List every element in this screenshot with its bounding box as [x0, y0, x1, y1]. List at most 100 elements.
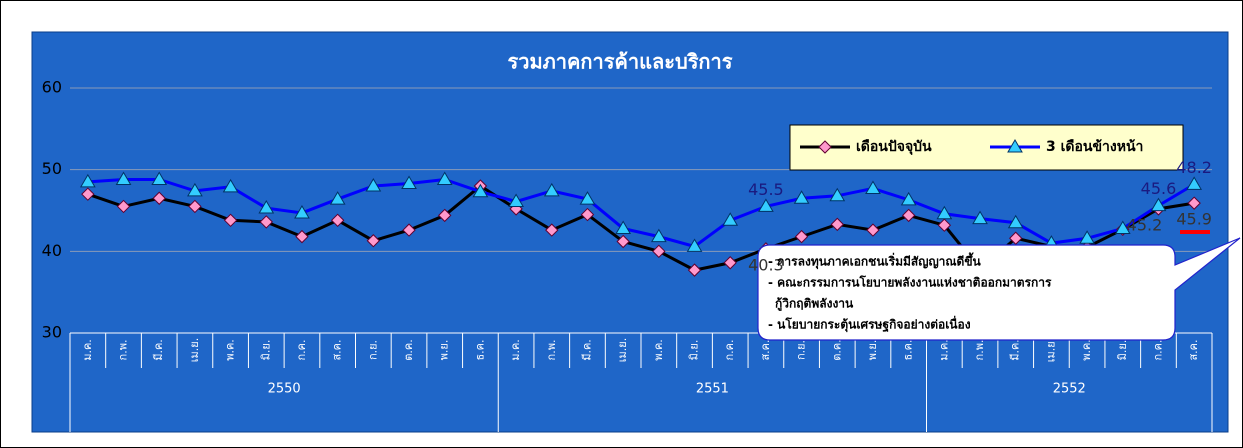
x-tick-label: มิ.ย.	[259, 340, 272, 361]
point	[188, 199, 202, 214]
x-tick-label: ม.ค.	[509, 339, 522, 361]
point	[438, 208, 452, 223]
group-label: 2550	[268, 382, 301, 397]
x-tick-label: ก.ค.	[295, 339, 308, 360]
x-tick-label: ส.ค.	[331, 339, 344, 360]
point	[472, 183, 489, 198]
point	[722, 212, 739, 226]
x-tick-label: ก.พ.	[545, 340, 558, 361]
x-tick-label: ก.ค.	[1151, 339, 1164, 360]
point	[650, 228, 667, 243]
x-tick-label: เม.ย.	[616, 338, 629, 362]
point	[329, 191, 346, 205]
point	[794, 229, 809, 244]
point	[829, 187, 846, 202]
x-tick-label: ส.ค.	[759, 339, 772, 360]
point	[223, 213, 238, 228]
point	[579, 191, 596, 205]
chart-title: รวมภาคการค้าและบริการ	[507, 50, 732, 74]
x-tick-label: ธ.ค.	[902, 339, 915, 360]
x-tick-label: พ.ย.	[866, 340, 879, 361]
x-tick-label: มิ.ย.	[1116, 340, 1129, 361]
point	[1079, 230, 1095, 244]
point	[937, 218, 952, 232]
x-tick-label: พ.ย.	[438, 340, 451, 361]
point	[901, 208, 916, 223]
overlay: 40.3 45.2 45.9 45.5 45.6 48.2 เดือนปัจจุบัน 3 เ…	[748, 139, 1212, 333]
panel	[31, 31, 1229, 433]
point	[115, 171, 132, 185]
point	[1150, 197, 1167, 212]
y-tick-label: 30	[42, 323, 62, 342]
x-tick-label: มิ.ย.	[688, 340, 701, 361]
point	[723, 256, 737, 270]
point	[543, 182, 560, 197]
x-tick-label: พ.ค.	[652, 339, 665, 361]
x-tick-label: ธ.ค.	[473, 339, 486, 360]
point	[259, 215, 273, 229]
point	[294, 204, 310, 219]
point	[116, 199, 131, 214]
point	[151, 171, 168, 185]
x-tick-label: มี.ค.	[580, 339, 593, 361]
group-label: 2552	[1053, 382, 1086, 397]
plot-area: 30 40 50 60 ม.ค. ก.พ. มี.ค. เม.ย. พ.ค. มิ.ย. ก.ค. ส…	[42, 78, 1213, 432]
point	[152, 191, 166, 205]
point	[615, 220, 632, 234]
point	[366, 234, 381, 248]
point	[936, 205, 953, 220]
x-tick-label: ก.ค.	[723, 339, 736, 360]
y-tick-label: 40	[42, 241, 62, 260]
x-tick-label: ส.ค.	[1187, 339, 1200, 360]
point	[1187, 196, 1201, 210]
point	[686, 238, 703, 252]
point	[79, 173, 96, 188]
point	[616, 234, 630, 249]
data-label: 45.6	[1141, 179, 1177, 198]
point	[436, 171, 453, 185]
group-label: 2551	[696, 382, 729, 397]
annotation-line: - คณะกรรมการนโยบายพลังงานแห่งชาติออกมาตร…	[768, 275, 1052, 290]
point	[830, 217, 844, 232]
legend	[789, 124, 1184, 171]
point	[580, 207, 595, 222]
x-tick-label: ก.ย.	[366, 340, 379, 360]
point	[330, 213, 345, 228]
point	[1007, 214, 1024, 229]
x-tick-label: เม.ย.	[188, 338, 201, 362]
x-tick-label: ต.ค.	[830, 339, 843, 361]
y-tick-label: 50	[42, 159, 62, 178]
point	[900, 191, 917, 206]
series-line	[87, 177, 1195, 249]
point	[793, 190, 810, 204]
point	[866, 223, 880, 237]
x-tick-label: พ.ค.	[224, 339, 237, 361]
point	[81, 187, 95, 201]
point	[1186, 176, 1203, 190]
point	[365, 178, 382, 192]
x-tick-label: ต.ค.	[402, 339, 415, 361]
point	[1009, 231, 1023, 245]
legend-marker	[818, 140, 832, 154]
point	[972, 210, 988, 225]
x-tick-label: ก.พ.	[117, 340, 130, 361]
x-tick-label: ก.ย.	[795, 340, 808, 360]
point	[402, 223, 416, 237]
annotation-line: - การลงทุนภาคเอกชนเริ่มมีสัญญาณดีขึ้น	[768, 252, 982, 270]
callout	[757, 237, 1241, 341]
series-line	[87, 184, 1195, 272]
annotation-line: - นโยบายกระตุ้นเศรษฐกิจอย่างต่อเนื่อง	[768, 316, 971, 333]
y-tick-label: 60	[42, 78, 62, 97]
point	[687, 263, 702, 277]
point	[508, 193, 524, 208]
x-tick-label: มี.ค.	[1009, 339, 1022, 361]
point	[258, 200, 275, 214]
data-label: 45.5	[748, 180, 784, 199]
legend-label: 3 เดือนข้างหน้า	[1046, 139, 1143, 155]
point	[545, 223, 559, 237]
point	[187, 182, 203, 197]
x-tick-label: พ.ค.	[1080, 339, 1093, 361]
data-label: 40.3	[748, 255, 784, 274]
point	[758, 198, 774, 212]
